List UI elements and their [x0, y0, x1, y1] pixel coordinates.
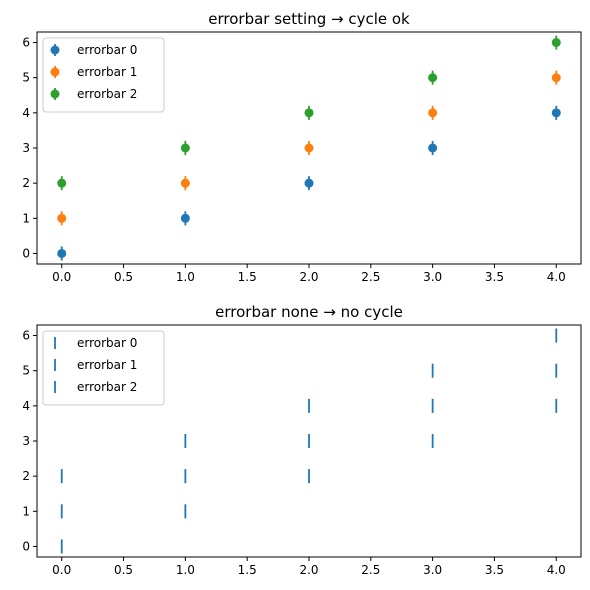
legend-frame: [42, 330, 165, 406]
legend: errorbar 0 errorbar 1 errorbar 2: [42, 37, 165, 113]
x-tick-label: 1.5: [238, 270, 257, 284]
x-tick-label: 1.5: [238, 563, 257, 577]
x-tick-label: 4.0: [547, 563, 566, 577]
x-tick-label: 0.5: [114, 270, 133, 284]
x-tick-label: 3.5: [485, 563, 504, 577]
data-point: [428, 143, 438, 153]
data-point: [57, 248, 67, 258]
x-tick-label: 1.0: [176, 563, 195, 577]
legend-label: errorbar 0: [77, 336, 137, 350]
legend-label: errorbar 0: [77, 43, 137, 57]
x-tick-label: 0.0: [52, 563, 71, 577]
x-tick-label: 4.0: [547, 270, 566, 284]
legend-label: errorbar 1: [77, 65, 137, 79]
series-1: [57, 70, 561, 226]
x-tick-label: 3.0: [423, 270, 442, 284]
series-0: [60, 398, 558, 554]
plot-area: [60, 328, 558, 554]
legend: errorbar 0 errorbar 1 errorbar 2: [42, 330, 165, 406]
data-point: [180, 178, 190, 188]
y-tick-label: 3: [22, 434, 30, 448]
data-point: [180, 143, 190, 153]
y-tick-label: 1: [22, 211, 30, 225]
y-tick-label: 3: [22, 141, 30, 155]
data-point: [551, 38, 561, 48]
y-tick-label: 6: [22, 329, 30, 343]
chart-0: errorbar setting → cycle ok 0.0 0.5 1.0 1.5 2…: [22, 10, 582, 284]
y-tick-label: 5: [22, 71, 30, 85]
x-tick-label: 1.0: [176, 270, 195, 284]
data-point: [57, 178, 67, 188]
data-point: [428, 73, 438, 83]
y-tick-label: 2: [22, 469, 30, 483]
x-tick-label: 2.0: [299, 563, 318, 577]
legend-frame: [42, 37, 165, 113]
series-2: [60, 328, 558, 484]
data-point: [304, 108, 314, 118]
y-tick-label: 4: [22, 106, 30, 120]
x-tick-label: 2.5: [361, 270, 380, 284]
data-point: [304, 178, 314, 188]
data-point: [304, 143, 314, 153]
series-0: [57, 105, 561, 261]
chart-title: errorbar none → no cycle: [215, 303, 403, 321]
legend-marker: [50, 45, 60, 55]
legend-marker: [50, 67, 60, 77]
legend-marker: [50, 89, 60, 99]
data-point: [57, 213, 67, 223]
y-tick-label: 0: [22, 246, 30, 260]
legend-label: errorbar 2: [77, 380, 137, 394]
data-point: [551, 73, 561, 83]
axes-frame: [36, 324, 582, 558]
chart-1: errorbar none → no cycle 0.0 0.5 1.0 1.5 2.0 2…: [22, 303, 582, 577]
plot-area: [57, 35, 561, 261]
y-tick-label: 0: [22, 539, 30, 553]
data-point: [428, 108, 438, 118]
y-tick-label: 1: [22, 504, 30, 518]
x-tick-label: 2.0: [299, 270, 318, 284]
data-point: [551, 108, 561, 118]
x-tick-label: 0.5: [114, 563, 133, 577]
legend-label: errorbar 1: [77, 358, 137, 372]
y-tick-label: 5: [22, 364, 30, 378]
y-tick-label: 6: [22, 36, 30, 50]
legend-label: errorbar 2: [77, 87, 137, 101]
series-2: [57, 35, 561, 191]
x-tick-label: 0.0: [52, 270, 71, 284]
y-tick-label: 2: [22, 176, 30, 190]
chart-title: errorbar setting → cycle ok: [208, 10, 410, 28]
data-point: [180, 213, 190, 223]
axes-frame: [36, 31, 582, 265]
y-tick-label: 4: [22, 399, 30, 413]
series-1: [60, 363, 558, 519]
x-tick-label: 2.5: [361, 563, 380, 577]
x-tick-label: 3.5: [485, 270, 504, 284]
x-tick-label: 3.0: [423, 563, 442, 577]
